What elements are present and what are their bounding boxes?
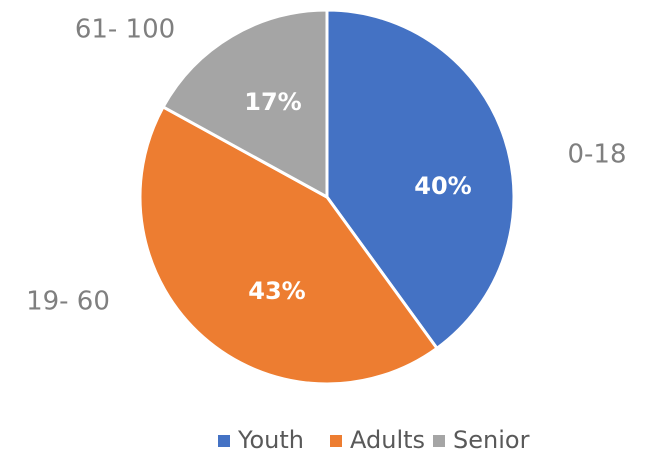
pie-slice [161, 8, 329, 200]
slice-label: 0-18 [567, 140, 626, 170]
data-label: 17% [244, 88, 301, 116]
data-label: 40% [414, 172, 471, 200]
legend-label: Senior [453, 426, 530, 454]
pie-slice [325, 8, 516, 351]
slice-label: 19- 60 [26, 287, 110, 317]
legend-label: Youth [237, 426, 304, 454]
pie-slice [138, 104, 440, 386]
legend-swatch [433, 435, 445, 447]
legend-swatch [330, 435, 342, 447]
legend-label: Adults [350, 426, 425, 454]
legend-swatch [218, 435, 230, 447]
slice-label: 61- 100 [75, 15, 175, 45]
data-label: 43% [248, 277, 305, 305]
